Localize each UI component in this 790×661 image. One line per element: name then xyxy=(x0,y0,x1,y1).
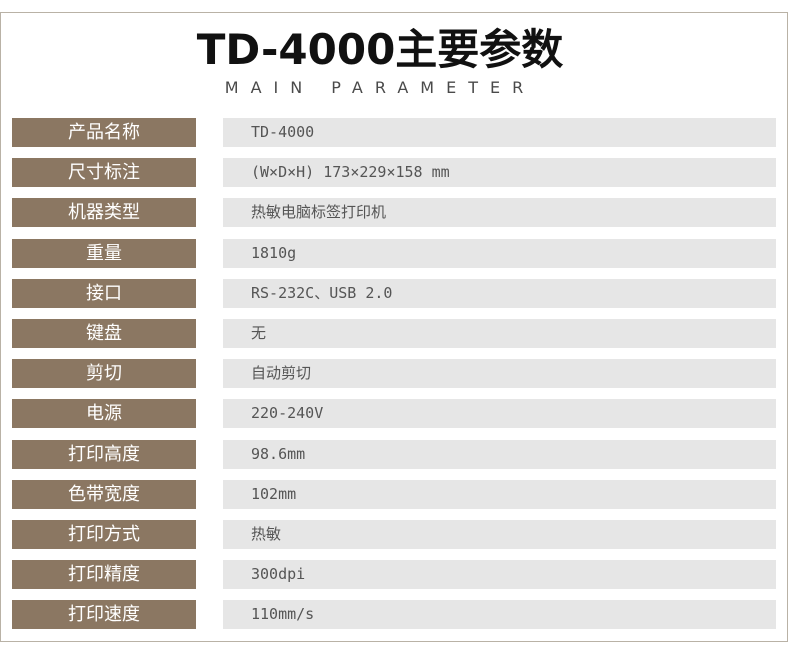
param-value: TD-4000 xyxy=(223,118,776,147)
param-row-power: 电源 220-240V xyxy=(12,399,776,429)
param-value: 98.6mm xyxy=(223,439,776,469)
param-row-keyboard: 键盘 无 xyxy=(12,318,776,348)
param-value: 110mm/s xyxy=(223,600,776,630)
param-value: 热敏 xyxy=(223,519,776,549)
param-label: 产品名称 xyxy=(12,118,196,147)
param-row-product-name: 产品名称 TD-4000 xyxy=(12,118,776,147)
param-row-weight: 重量 1810g xyxy=(12,238,776,268)
param-label: 打印速度 xyxy=(12,600,196,630)
param-row-print-method: 打印方式 热敏 xyxy=(12,519,776,549)
param-label: 接口 xyxy=(12,278,196,308)
param-label: 打印方式 xyxy=(12,519,196,549)
param-value: 300dpi xyxy=(223,560,776,590)
param-row-print-speed: 打印速度 110mm/s xyxy=(12,600,776,630)
page-subtitle: MAIN PARAMETER xyxy=(224,78,536,97)
param-value: 1810g xyxy=(223,238,776,268)
param-value: (W×D×H) 173×229×158 mm xyxy=(223,158,776,188)
param-label: 机器类型 xyxy=(12,198,196,228)
param-value: RS-232C、USB 2.0 xyxy=(223,278,776,308)
param-label: 打印精度 xyxy=(12,560,196,590)
param-value: 无 xyxy=(223,318,776,348)
param-label: 尺寸标注 xyxy=(12,158,196,188)
param-row-print-resolution: 打印精度 300dpi xyxy=(12,560,776,590)
param-row-cutter: 剪切 自动剪切 xyxy=(12,359,776,389)
param-row-ribbon-width: 色带宽度 102mm xyxy=(12,479,776,509)
param-value: 热敏电脑标签打印机 xyxy=(223,198,776,228)
page-frame xyxy=(0,12,788,642)
param-label: 色带宽度 xyxy=(12,479,196,509)
parameter-table: 产品名称 TD-4000 尺寸标注 (W×D×H) 173×229×158 mm… xyxy=(12,118,776,640)
param-label: 键盘 xyxy=(12,318,196,348)
param-label: 剪切 xyxy=(12,359,196,389)
param-label: 重量 xyxy=(12,238,196,268)
param-label: 电源 xyxy=(12,399,196,429)
param-value: 自动剪切 xyxy=(223,359,776,389)
param-value: 102mm xyxy=(223,479,776,509)
param-row-dimensions: 尺寸标注 (W×D×H) 173×229×158 mm xyxy=(12,158,776,188)
param-row-interface: 接口 RS-232C、USB 2.0 xyxy=(12,278,776,308)
param-row-machine-type: 机器类型 热敏电脑标签打印机 xyxy=(12,198,776,228)
param-value: 220-240V xyxy=(223,399,776,429)
param-label: 打印高度 xyxy=(12,439,196,469)
page-title: TD-4000主要参数 xyxy=(196,25,564,74)
param-row-print-height: 打印高度 98.6mm xyxy=(12,439,776,469)
